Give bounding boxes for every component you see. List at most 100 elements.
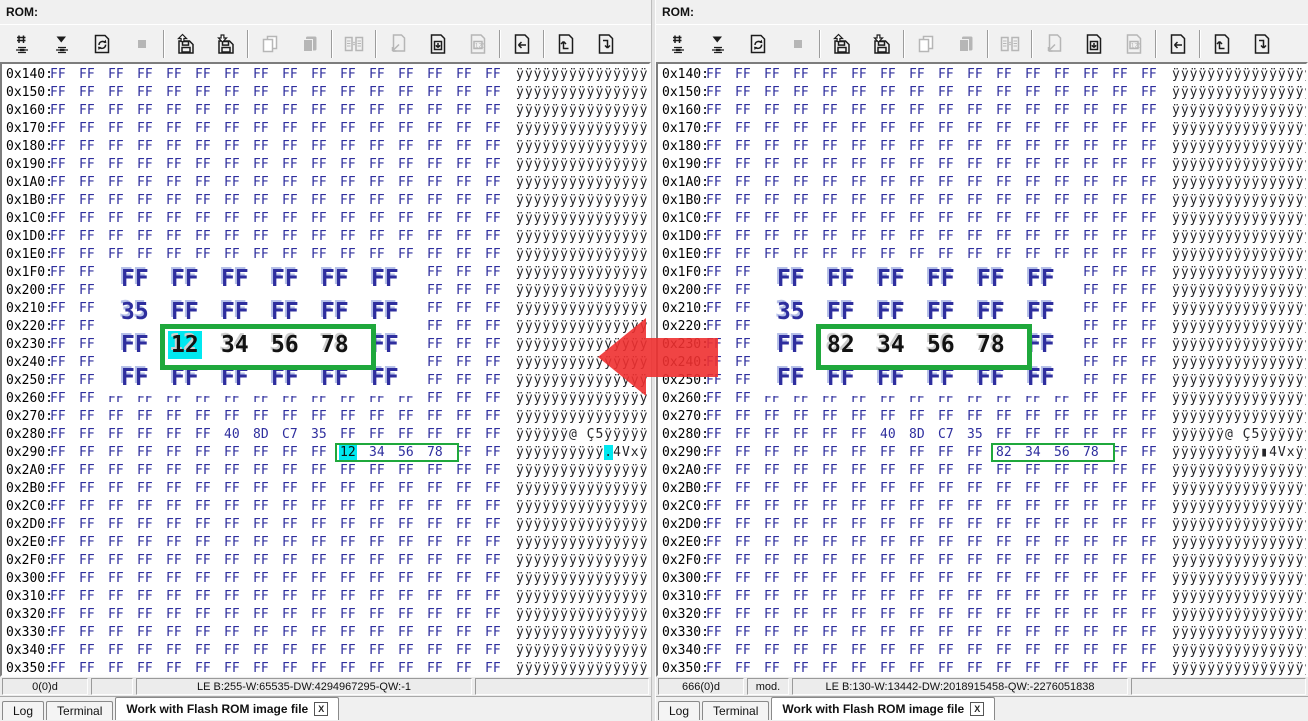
hex-byte-cell[interactable]: FF: [427, 319, 443, 334]
hex-byte-cell[interactable]: FF: [253, 175, 269, 190]
hex-byte-cell[interactable]: FF: [822, 67, 838, 82]
hex-byte-cell[interactable]: FF: [1083, 643, 1099, 658]
hex-byte-cell[interactable]: FF: [282, 67, 298, 82]
hex-byte-cell[interactable]: FF: [108, 157, 124, 172]
tab-close-button[interactable]: X: [970, 702, 985, 716]
hex-byte-cell[interactable]: FF: [427, 211, 443, 226]
hex-byte-cell[interactable]: FF: [880, 103, 896, 118]
hex-byte-cell[interactable]: 34: [369, 445, 385, 460]
hex-byte-cell[interactable]: FF: [79, 85, 95, 100]
hex-byte-cell[interactable]: FF: [706, 643, 722, 658]
hex-byte-cell[interactable]: FF: [311, 85, 327, 100]
hex-byte-cell[interactable]: FF: [967, 139, 983, 154]
hex-byte-cell[interactable]: FF: [282, 247, 298, 262]
hex-byte-cell[interactable]: FF: [996, 211, 1012, 226]
hex-byte-cell[interactable]: FF: [427, 103, 443, 118]
hex-byte-cell[interactable]: FF: [340, 139, 356, 154]
hex-byte-cell[interactable]: FF: [50, 391, 66, 406]
hex-byte-cell[interactable]: FF: [398, 535, 414, 550]
hex-byte-cell[interactable]: FF: [369, 517, 385, 532]
load-image-file-button[interactable]: [822, 28, 862, 60]
hex-byte-cell[interactable]: FF: [1112, 589, 1128, 604]
hex-byte-cell[interactable]: FF: [340, 103, 356, 118]
hex-byte-cell[interactable]: FF: [166, 175, 182, 190]
hex-byte-cell[interactable]: FF: [340, 625, 356, 640]
hex-byte-cell[interactable]: FF: [735, 301, 751, 316]
hex-byte-cell[interactable]: FF: [880, 139, 896, 154]
hex-byte-cell[interactable]: FF: [1054, 427, 1070, 442]
hex-byte-cell[interactable]: FF: [456, 211, 472, 226]
hex-byte-cell[interactable]: FF: [79, 589, 95, 604]
hex-byte-cell[interactable]: FF: [398, 499, 414, 514]
hex-byte-cell[interactable]: FF: [224, 409, 240, 424]
hex-byte-cell[interactable]: FF: [909, 409, 925, 424]
hex-byte-cell[interactable]: FF: [137, 211, 153, 226]
hex-byte-cell[interactable]: FF: [166, 499, 182, 514]
hex-byte-cell[interactable]: FF: [137, 121, 153, 136]
hex-byte-cell[interactable]: FF: [166, 625, 182, 640]
hex-byte-cell[interactable]: FF: [764, 247, 780, 262]
hex-byte-cell[interactable]: FF: [456, 391, 472, 406]
hex-byte-cell[interactable]: FF: [822, 409, 838, 424]
hex-byte-cell[interactable]: FF: [851, 571, 867, 586]
hex-byte-cell[interactable]: FF: [224, 517, 240, 532]
hex-byte-cell[interactable]: FF: [1083, 571, 1099, 586]
hex-byte-cell[interactable]: FF: [427, 121, 443, 136]
hex-byte-cell[interactable]: FF: [793, 445, 809, 460]
hex-byte-cell[interactable]: FF: [369, 535, 385, 550]
hex-byte-cell[interactable]: FF: [880, 607, 896, 622]
hex-byte-cell[interactable]: FF: [398, 607, 414, 622]
hex-byte-cell[interactable]: FF: [50, 427, 66, 442]
hex-byte-cell[interactable]: FF: [253, 607, 269, 622]
hex-byte-cell[interactable]: FF: [369, 625, 385, 640]
hex-byte-cell[interactable]: FF: [1054, 175, 1070, 190]
hex-byte-cell[interactable]: FF: [166, 571, 182, 586]
hex-byte-cell[interactable]: FF: [485, 247, 501, 262]
hex-byte-cell[interactable]: FF: [485, 355, 501, 370]
hex-byte-cell[interactable]: FF: [851, 463, 867, 478]
hex-byte-cell[interactable]: FF: [735, 265, 751, 280]
hex-byte-cell[interactable]: FF: [1112, 139, 1128, 154]
hex-byte-cell[interactable]: FF: [398, 157, 414, 172]
hex-byte-cell[interactable]: FF: [224, 67, 240, 82]
hex-byte-cell[interactable]: FF: [1083, 535, 1099, 550]
hex-byte-cell[interactable]: FF: [1141, 175, 1157, 190]
tab-log[interactable]: Log: [658, 701, 701, 720]
hex-byte-cell[interactable]: FF: [764, 427, 780, 442]
hex-byte-cell[interactable]: FF: [79, 67, 95, 82]
hex-byte-cell[interactable]: FF: [50, 301, 66, 316]
hex-byte-cell[interactable]: FF: [938, 409, 954, 424]
hex-byte-cell[interactable]: FF: [398, 121, 414, 136]
hex-byte-cell[interactable]: FF: [1083, 67, 1099, 82]
hex-byte-cell[interactable]: FF: [764, 103, 780, 118]
hex-byte-cell[interactable]: FF: [108, 247, 124, 262]
hex-byte-cell[interactable]: FF: [1141, 553, 1157, 568]
revert-block-button[interactable]: [502, 28, 542, 60]
hex-byte-cell[interactable]: FF: [706, 661, 722, 676]
hex-byte-cell[interactable]: FF: [427, 139, 443, 154]
hex-byte-cell[interactable]: FF: [50, 103, 66, 118]
hex-byte-cell[interactable]: FF: [50, 139, 66, 154]
hex-byte-cell[interactable]: FF: [398, 103, 414, 118]
hex-byte-cell[interactable]: FF: [253, 661, 269, 676]
hex-byte-cell[interactable]: FF: [967, 229, 983, 244]
hex-byte-cell[interactable]: FF: [967, 409, 983, 424]
hex-byte-cell[interactable]: FF: [851, 427, 867, 442]
hex-byte-cell[interactable]: FF: [706, 85, 722, 100]
hex-byte-cell[interactable]: FF: [706, 481, 722, 496]
hex-byte-cell[interactable]: FF: [166, 553, 182, 568]
hex-byte-cell[interactable]: FF: [764, 67, 780, 82]
hex-byte-cell[interactable]: FF: [822, 535, 838, 550]
hex-byte-cell[interactable]: FF: [1141, 661, 1157, 676]
hex-byte-cell[interactable]: FF: [282, 661, 298, 676]
hex-byte-cell[interactable]: FF: [909, 589, 925, 604]
hex-byte-cell[interactable]: FF: [456, 589, 472, 604]
hex-byte-cell[interactable]: FF: [735, 85, 751, 100]
hex-byte-cell[interactable]: FF: [1083, 139, 1099, 154]
hex-byte-cell[interactable]: FF: [996, 67, 1012, 82]
hex-byte-cell[interactable]: FF: [822, 607, 838, 622]
hex-byte-cell[interactable]: FF: [50, 409, 66, 424]
hex-byte-cell[interactable]: FF: [938, 481, 954, 496]
hex-byte-cell[interactable]: FF: [166, 85, 182, 100]
hex-byte-cell[interactable]: FF: [1083, 607, 1099, 622]
